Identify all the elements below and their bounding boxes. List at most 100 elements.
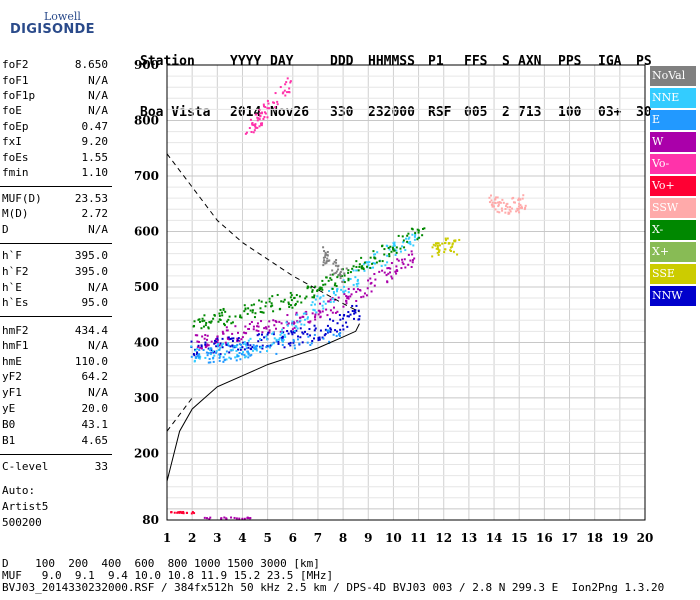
echo-point-ssw	[521, 197, 524, 200]
echo-point-vo	[254, 124, 257, 127]
echo-point-e	[217, 345, 220, 348]
echo-point-nne	[245, 344, 248, 347]
echo-point-vo	[259, 122, 262, 125]
echo-point-e	[326, 329, 329, 332]
echo-point-e	[236, 355, 239, 358]
footer-muf-row: MUF 9.0 9.1 9.4 10.0 10.8 11.9 15.2 23.5…	[2, 569, 334, 582]
echo-point-nnw	[290, 330, 293, 333]
echo-point-sse	[449, 246, 452, 249]
echo-point-nne	[386, 261, 389, 264]
echo-point-x	[295, 294, 298, 297]
echo-point-vo	[274, 106, 277, 109]
echo-point-x	[278, 308, 281, 311]
echo-point-x	[336, 276, 339, 279]
echo-point-nne	[316, 295, 319, 298]
echo-point-x	[352, 265, 355, 268]
echo-point-nnw	[341, 324, 344, 327]
echo-point-x	[253, 316, 256, 319]
x-tick-label: 6	[289, 531, 297, 545]
echo-point-ssw	[506, 202, 509, 205]
echo-point-w	[246, 517, 249, 520]
echo-point-x	[222, 307, 225, 310]
echo-point-nnw	[353, 312, 356, 315]
echo-point-noval	[340, 268, 343, 271]
echo-point-nne	[222, 342, 225, 345]
echo-point-vo	[274, 92, 277, 95]
echo-point-e	[245, 343, 248, 346]
echo-point-vo	[289, 81, 292, 84]
echo-point-nne	[409, 243, 412, 246]
echo-point-noval	[325, 261, 328, 264]
echo-point-e	[253, 346, 256, 349]
echo-point-w	[234, 325, 237, 328]
echo-point-x	[289, 304, 292, 307]
echo-point-w	[279, 330, 282, 333]
echo-point-nne	[355, 282, 358, 285]
echo-point-e	[206, 354, 209, 357]
y-tick-label: 200	[134, 446, 159, 460]
echo-point-x	[259, 310, 262, 313]
x-tick-label: 19	[611, 531, 628, 545]
echo-point-nnw	[287, 332, 290, 335]
echo-point-w	[209, 516, 212, 519]
echo-point-nnw	[272, 333, 275, 336]
echo-point-w	[366, 287, 369, 290]
echo-point-nnw	[257, 340, 260, 343]
echo-point-w	[326, 314, 329, 317]
echo-point-e	[241, 353, 244, 356]
echo-point-ssw	[515, 210, 518, 213]
echo-point-ssw	[495, 196, 498, 199]
echo-point-w	[196, 346, 199, 349]
echo-point-w	[228, 338, 231, 341]
echo-point-nnw	[343, 313, 346, 316]
echo-point-x	[392, 248, 395, 251]
echo-point-w	[359, 289, 362, 292]
echo-point-w	[199, 346, 202, 349]
echo-point-vo	[256, 126, 259, 129]
echo-point-w	[350, 293, 353, 296]
echo-point-nnw	[242, 341, 245, 344]
echo-point-noval	[337, 273, 340, 276]
y-tick-label: 900	[134, 58, 159, 72]
echo-point-x	[244, 307, 247, 310]
plot-marks	[170, 77, 527, 521]
echo-point-nnw	[260, 333, 263, 336]
echo-point-nne	[372, 261, 375, 264]
echo-point-nne	[380, 264, 383, 267]
echo-point-x	[347, 269, 350, 272]
echo-point-x	[250, 304, 253, 307]
echo-point-x	[276, 293, 279, 296]
echo-point-nne	[216, 344, 219, 347]
echo-point-nnw	[299, 327, 302, 330]
echo-point-nnw	[196, 353, 199, 356]
echo-point-x	[418, 236, 421, 239]
echo-point-e	[239, 358, 242, 361]
echo-point-vo	[281, 92, 284, 95]
echo-point-x	[351, 267, 354, 270]
echo-point-ssw	[490, 203, 493, 206]
x-tick-label: 12	[435, 531, 452, 545]
echo-point-x	[271, 304, 274, 307]
echo-point-nne	[213, 354, 216, 357]
echo-point-w	[261, 331, 264, 334]
echo-point-nnw	[210, 349, 213, 352]
echo-point-noval	[339, 272, 342, 275]
echo-point-x	[421, 234, 424, 237]
param-he: h`E N/A	[2, 281, 108, 294]
param-hes: h`Es 95.0	[2, 296, 108, 309]
echo-point-e	[210, 347, 213, 350]
echo-point-ssw	[516, 209, 519, 212]
echo-point-w	[252, 328, 255, 331]
echo-point-w	[396, 258, 399, 261]
echo-point-ssw	[501, 198, 504, 201]
echo-point-x	[205, 321, 208, 324]
echo-point-nnw	[193, 354, 196, 357]
echo-point-nnw	[318, 336, 321, 339]
echo-point-e	[265, 346, 268, 349]
echo-point-vo	[276, 103, 279, 106]
echo-point-e	[194, 356, 197, 359]
echo-point-ssw	[494, 208, 497, 211]
echo-point-w	[235, 517, 238, 520]
echo-point-nnw	[216, 337, 219, 340]
echo-point-nne	[284, 335, 287, 338]
